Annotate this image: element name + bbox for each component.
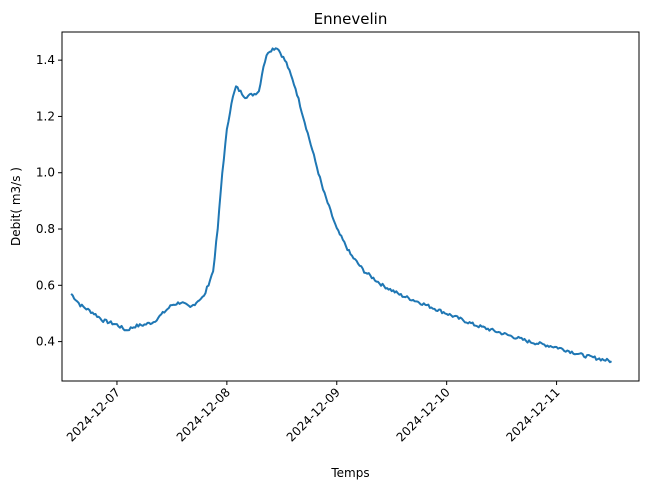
x-tick-label: 2024-12-10 <box>394 385 453 444</box>
y-tick-label: 1.4 <box>36 53 55 67</box>
x-axis: 2024-12-07 2024-12-08 2024-12-09 2024-12-10… <box>64 381 563 444</box>
series-line <box>70 47 613 364</box>
y-axis: 0.4 0.6 0.8 1.0 1.2 1.4 <box>36 53 62 349</box>
y-tick-label: 1.2 <box>36 109 55 123</box>
y-tick-label: 0.6 <box>36 278 55 292</box>
x-axis-label: Temps <box>330 466 369 480</box>
x-tick-label: 2024-12-08 <box>174 385 233 444</box>
x-tick-label: 2024-12-07 <box>64 385 123 444</box>
y-axis-label: Debit( m3/s ) <box>9 167 23 246</box>
y-tick-label: 0.4 <box>36 335 55 349</box>
y-tick-label: 1.0 <box>36 166 55 180</box>
x-tick-label: 2024-12-09 <box>284 385 343 444</box>
y-tick-label: 0.8 <box>36 222 55 236</box>
x-tick-label: 2024-12-11 <box>503 385 562 444</box>
plot-area <box>62 32 639 381</box>
chart-title: Ennevelin <box>314 10 388 28</box>
plot-frame <box>61 31 640 382</box>
